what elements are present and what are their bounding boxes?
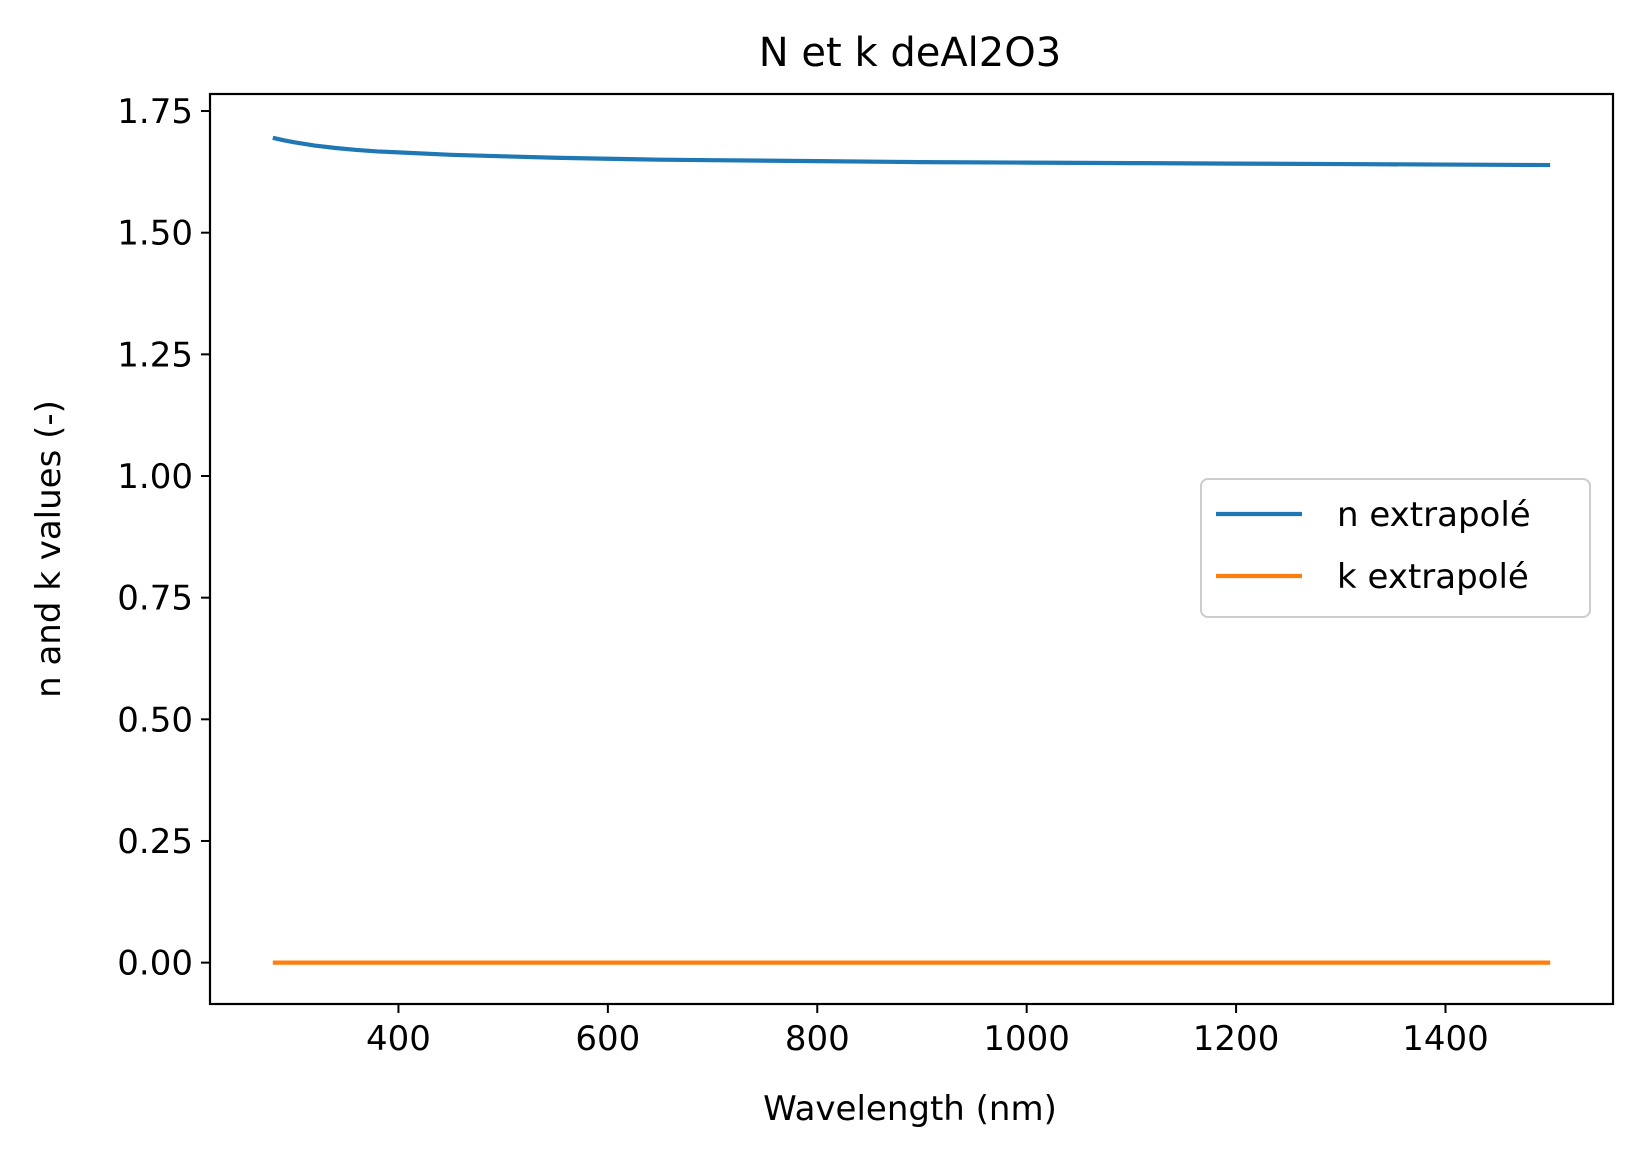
x-tick-label: 800 [785,1019,850,1059]
y-tick-label: 1.50 [117,214,193,254]
y-tick-label: 1.25 [117,335,193,375]
x-axis-label: Wavelength (nm) [763,1089,1057,1129]
y-tick-label: 0.25 [117,822,193,862]
x-tick-label: 1200 [1193,1019,1280,1059]
legend: n extrapolé k extrapolé [1200,478,1591,618]
series-lines [272,135,1551,965]
x-axis-ticks: 400 600 800 1000 1200 1400 [366,1004,1489,1059]
y-axis-ticks: 0.00 0.25 0.50 0.75 1.00 1.25 1.50 1.75 [117,92,210,984]
x-tick-label: 1400 [1402,1019,1489,1059]
y-tick-label: 1.75 [117,92,193,132]
chart-title: N et k deAl2O3 [759,30,1061,76]
legend-entries: n extrapolé k extrapolé [1216,495,1531,597]
x-tick-label: 1000 [983,1019,1070,1059]
x-tick-label: 400 [366,1019,431,1059]
y-tick-label: 1.00 [117,457,193,497]
series-line-n [272,135,1551,168]
y-axis-label: n and k values (-) [29,400,69,698]
plot-frame [208,92,1615,1006]
x-tick-label: 600 [575,1019,640,1059]
legend-label: n extrapolé [1337,495,1531,535]
legend-label: k extrapolé [1337,557,1529,597]
y-tick-label: 0.75 [117,579,193,619]
y-tick-label: 0.50 [117,700,193,740]
y-tick-label: 0.00 [117,944,193,984]
